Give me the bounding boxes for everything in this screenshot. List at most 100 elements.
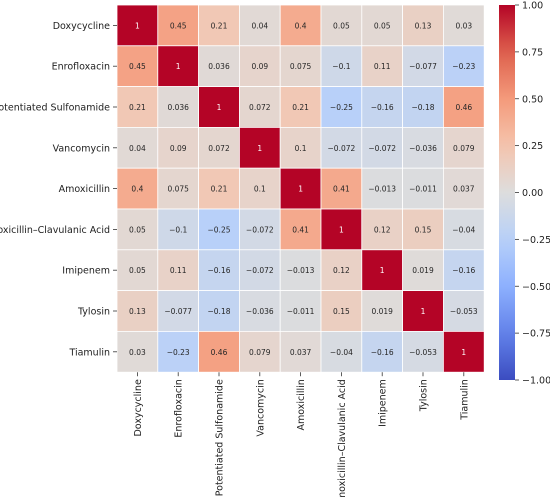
colorbar-tick-label: 0.75: [522, 47, 543, 58]
cell-value-label: 0.09: [251, 62, 268, 71]
row-tick-label: Tylosin: [77, 307, 110, 318]
colorbar-tick-label: −0.25: [522, 235, 550, 246]
heatmap-cell: [402, 45, 444, 87]
cell-value-label: 0.036: [208, 62, 230, 71]
colorbar: 1.00 0.75 0.50 0.25 0.00 −0.25 −0.50 −0.75 −1.00: [499, 1, 550, 387]
cell-value-label: −0.053: [409, 348, 437, 357]
heatmap-cell: [198, 330, 240, 373]
heatmap-cell: [442, 127, 485, 169]
cell-value-label: −0.25: [330, 103, 353, 112]
heatmap-cell: [198, 167, 240, 210]
cell-value-label: −0.036: [409, 144, 437, 153]
column-tick-label: Imipenem: [378, 379, 389, 427]
row-tick-label: Tiamulin: [68, 347, 110, 358]
heatmap-cell: [198, 208, 240, 251]
cell-value-label: −0.036: [246, 307, 274, 316]
heatmap-cell: [116, 330, 159, 373]
cell-value-label: 0.12: [374, 225, 391, 234]
row-tick-label: Amoxicillin–Clavulanic Acid: [0, 225, 110, 236]
heatmap-cell: [279, 249, 322, 292]
column-tick-label: Tiamulin: [459, 379, 470, 421]
column-tick-label: Potentiated Sulfonamide: [215, 379, 226, 496]
heatmap-cell: [157, 86, 200, 128]
cell-value-label: 0.46: [211, 348, 228, 357]
cell-value-label: 0.12: [333, 266, 350, 275]
cell-value-label: 1: [421, 307, 426, 316]
column-tick-label: Doxycycline: [133, 379, 144, 436]
cell-value-label: −0.16: [452, 266, 475, 275]
cell-value-label: −0.04: [452, 225, 475, 234]
heatmap-cell: [361, 290, 403, 332]
cell-value-label: 1: [217, 103, 222, 112]
cell-value-label: 0.21: [211, 185, 228, 194]
cell-value-label: 1: [257, 144, 262, 153]
cell-value-label: −0.013: [287, 266, 315, 275]
colorbar-tick-label: 0.50: [522, 94, 543, 105]
heatmap-cell: [361, 167, 403, 210]
colorbar-tick-label: −1.00: [522, 376, 550, 387]
cell-value-label: −0.18: [208, 307, 231, 316]
cell-value-label: −0.072: [328, 144, 356, 153]
row-labels: Doxycycline Enrofloxacin Potentiated Sulfo…: [0, 21, 117, 358]
heatmap-cell: [116, 167, 159, 210]
heatmap-cell: [238, 208, 281, 251]
cell-value-label: −0.053: [450, 307, 478, 316]
cell-value-label: 0.15: [333, 307, 350, 316]
cell-value-label: 0.05: [129, 225, 146, 234]
heatmap-cell: [442, 167, 485, 210]
cell-value-label: 0.21: [211, 21, 228, 30]
cell-value-label: −0.25: [208, 225, 231, 234]
colorbar-tick-label: −0.50: [522, 282, 550, 293]
cell-value-label: −0.1: [332, 62, 350, 71]
cell-value-label: 0.1: [254, 185, 266, 194]
cell-value-label: −0.1: [169, 225, 187, 234]
heatmap-cell: [238, 127, 281, 169]
heatmap-cell: [361, 249, 403, 292]
column-tick-label: Enrofloxacin: [174, 379, 185, 437]
cell-value-label: 0.09: [170, 144, 187, 153]
cell-value-label: −0.011: [409, 185, 437, 194]
cell-value-label: 0.45: [170, 21, 187, 30]
column-tick-label: Vancomycin: [255, 379, 266, 436]
heatmap-cell: [320, 4, 363, 47]
cell-value-label: 0.1: [295, 144, 307, 153]
heatmap-cell: [157, 249, 200, 292]
cell-value-label: −0.16: [208, 266, 231, 275]
column-tick-label: Amoxicillin: [296, 379, 307, 430]
heatmap-cell: [238, 167, 281, 210]
cell-value-label: −0.013: [368, 185, 396, 194]
cell-value-label: −0.077: [164, 307, 192, 316]
heatmap-cell: [320, 167, 363, 210]
heatmap-cell: [198, 4, 240, 47]
row-tick-label: Imipenem: [62, 266, 110, 277]
column-labels: Doxycycline Enrofloxacin Potentiated Sulfo…: [133, 372, 470, 497]
row-tick-label: Vancomycin: [53, 143, 110, 154]
cell-value-label: 0.11: [374, 62, 391, 71]
heatmap-cell: [442, 330, 485, 373]
cell-value-label: 0.41: [333, 185, 350, 194]
cell-value-label: 1: [339, 225, 344, 234]
cell-value-label: 0.019: [371, 307, 393, 316]
heatmap-cells: 1 0.45 0.21 0.04 0.4 0.05 0.05 0.13 0.03 0.45 1 0.0…: [116, 4, 485, 373]
heatmap-cell: [116, 208, 159, 251]
heatmap-cell: [442, 290, 485, 332]
heatmap-cell: [116, 45, 159, 87]
heatmap-cell: [198, 86, 240, 128]
heatmap-cell: [279, 330, 322, 373]
colorbar-tick-label: 1.00: [522, 1, 543, 12]
heatmap-cell: [320, 290, 363, 332]
heatmap-cell: [442, 86, 485, 128]
colorbar-tick-label: 0.00: [522, 188, 543, 199]
row-tick-label: Doxycycline: [53, 21, 110, 32]
cell-value-label: 0.13: [129, 307, 146, 316]
cell-value-label: −0.072: [368, 144, 396, 153]
cell-value-label: 0.037: [453, 185, 475, 194]
heatmap-cell: [116, 4, 159, 47]
cell-value-label: 0.072: [249, 103, 271, 112]
column-tick-label: Tylosin: [419, 379, 430, 412]
cell-value-label: 1: [176, 62, 181, 71]
heatmap-cell: [238, 290, 281, 332]
cell-value-label: −0.04: [330, 348, 353, 357]
cell-value-label: −0.16: [371, 348, 394, 357]
